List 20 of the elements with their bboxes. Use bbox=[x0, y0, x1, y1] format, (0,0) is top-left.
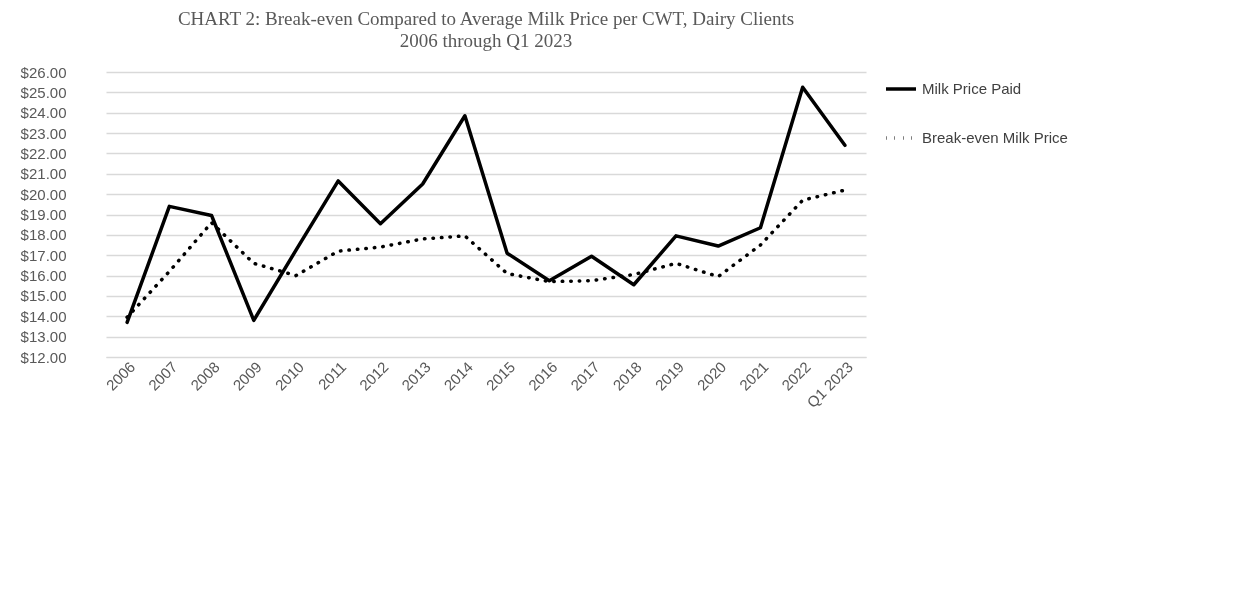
y-tick-label: $22.00 bbox=[20, 144, 67, 162]
y-tick-label: $26.00 bbox=[20, 63, 67, 81]
y-tick-label: $18.00 bbox=[20, 226, 67, 244]
line-series bbox=[125, 85, 847, 325]
y-tick-label: $19.00 bbox=[20, 206, 67, 223]
y-tick-label: $16.00 bbox=[20, 267, 67, 285]
y-tick-label: $20.00 bbox=[20, 185, 67, 203]
legend-label: Break-even Milk Price bbox=[922, 129, 1068, 146]
y-tick-label: $17.00 bbox=[20, 246, 67, 264]
y-tick-label: $12.00 bbox=[20, 348, 67, 366]
y-tick-label: $13.00 bbox=[20, 328, 67, 346]
legend-label: Milk Price Paid bbox=[922, 80, 1022, 97]
chart-title: CHART 2: Break-even Compared to Average Milk Price per CWT, Dairy Clients bbox=[177, 8, 795, 29]
y-tick-label: $25.00 bbox=[20, 83, 67, 101]
y-tick-label: $14.00 bbox=[20, 307, 67, 325]
y-tick-label: $21.00 bbox=[20, 165, 67, 183]
y-tick-label: $24.00 bbox=[20, 104, 67, 122]
y-tick-label: $15.00 bbox=[20, 287, 67, 305]
chart-subtitle: 2006 through Q1 2023 bbox=[399, 30, 573, 51]
y-tick-label: $23.00 bbox=[20, 124, 67, 142]
